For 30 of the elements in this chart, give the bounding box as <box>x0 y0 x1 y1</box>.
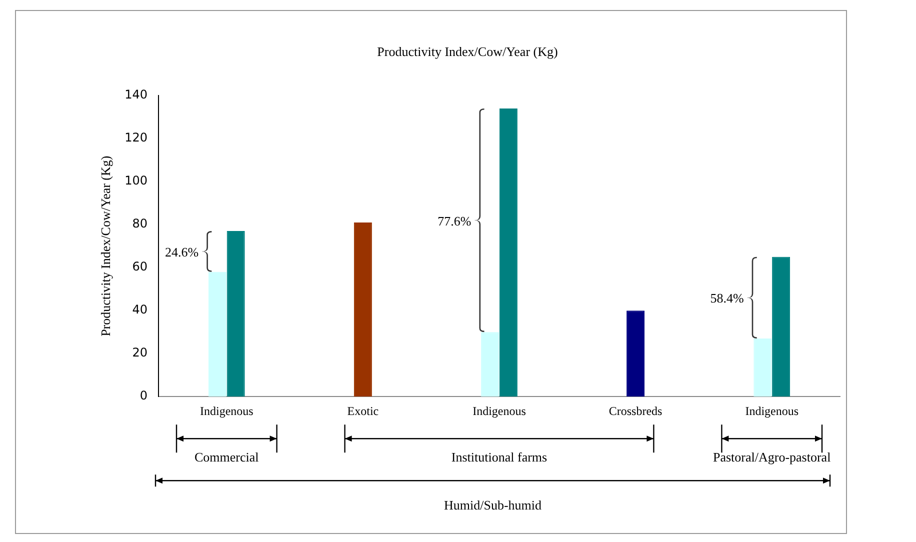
x-tick-label: Indigenous <box>745 404 799 418</box>
y-tick-label: 120 <box>124 130 148 145</box>
y-tick-label: 0 <box>140 388 148 403</box>
bar <box>354 222 372 397</box>
bar <box>208 272 226 397</box>
x-tick-label: Exotic <box>347 404 379 418</box>
y-tick-label: 20 <box>132 346 148 360</box>
y-axis-title: Productivity Index/Cow/Year (Kg) <box>98 156 114 336</box>
y-tick-label: 100 <box>124 174 148 188</box>
bar <box>754 338 772 397</box>
chart-title: Productivity Index/Cow/Year (Kg) <box>377 44 558 60</box>
annotation: 58.4% <box>710 290 744 306</box>
bar <box>772 256 790 397</box>
x-tick-label: Indigenous <box>472 404 526 418</box>
x-tick-label: Indigenous <box>200 404 254 418</box>
bar <box>481 332 500 397</box>
y-tick-label: 60 <box>132 260 148 274</box>
text: Institutional farms <box>451 450 548 465</box>
y-tick-label: 80 <box>132 216 148 231</box>
y-tick-label: 40 <box>132 302 148 317</box>
y-tick-label: 140 <box>124 88 148 102</box>
text: Commercial <box>194 450 260 465</box>
annotation: 77.6% <box>438 213 472 228</box>
bar <box>226 231 245 397</box>
text: Humid/Sub-humid <box>444 498 542 513</box>
bar <box>499 108 518 397</box>
annotation: 24.6% <box>165 244 199 260</box>
text: Pastoral/Agro-pastoral <box>713 450 832 465</box>
bar <box>626 310 645 397</box>
x-tick-label: Crossbreds <box>608 404 663 418</box>
